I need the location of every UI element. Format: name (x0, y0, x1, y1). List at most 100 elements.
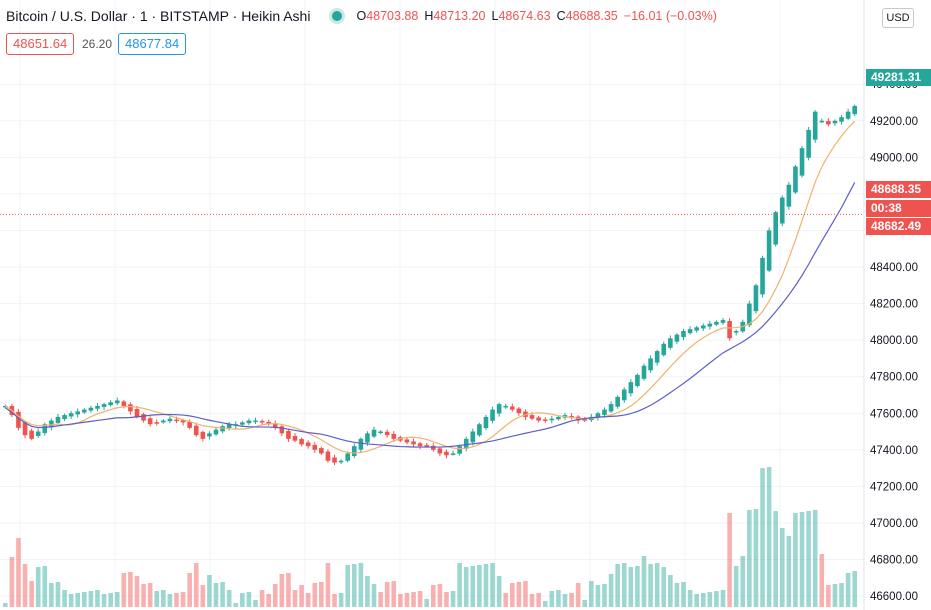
volume-bar (88, 591, 94, 607)
candle-body (378, 431, 383, 434)
candle-body (687, 329, 693, 334)
candle-body (200, 431, 206, 439)
volume-bar (463, 567, 469, 607)
volume-bar (213, 583, 219, 607)
candle-body (595, 413, 601, 419)
volume-bar (549, 591, 555, 607)
candle-body (213, 429, 219, 435)
candle-body (832, 120, 838, 124)
volume-bar (812, 510, 818, 607)
candle-body (529, 415, 535, 419)
volume-bar (207, 575, 212, 607)
volume-bar (411, 592, 416, 607)
close-value: 48688.35 (565, 9, 618, 23)
price-axis[interactable]: 46600.00 46800.00 47000.00 47200.00 47400.00… (870, 79, 918, 603)
volume-bar (582, 600, 588, 607)
price-tick-label: 48400.00 (870, 262, 918, 274)
volume-bar (49, 583, 54, 607)
volume-bar (42, 566, 48, 607)
candle-body (779, 197, 785, 224)
candle-body (226, 424, 232, 428)
candle-body (608, 404, 614, 412)
volume-bar (95, 590, 100, 607)
volume-bar (595, 585, 601, 607)
volume-bar (338, 593, 344, 607)
sell-price-button[interactable]: 48651.64 (6, 33, 75, 55)
candle-body (510, 406, 515, 410)
candle-body (668, 338, 673, 348)
candle-body (819, 120, 825, 123)
candle-body (753, 285, 759, 312)
price-tick-label: 47000.00 (870, 518, 918, 530)
volume-bar (345, 565, 350, 607)
volume-bar (180, 592, 186, 607)
volume-bar (621, 563, 627, 607)
volume-bar (793, 513, 798, 607)
market-status-icon (332, 11, 343, 21)
candle-body (582, 419, 588, 421)
buy-price-button[interactable]: 48677.84 (118, 33, 187, 55)
volume-bar (134, 576, 140, 607)
volume-bar (200, 585, 206, 607)
candle-body (549, 418, 555, 421)
candle-body (108, 402, 113, 406)
volume-bar (365, 576, 370, 607)
candle-body (681, 331, 686, 338)
volume-bar (29, 581, 34, 607)
volume-bar (747, 510, 752, 607)
symbol-title[interactable]: Bitcoin / U.S. Dollar · 1 · BITSTAMP · H… (6, 8, 311, 24)
volume-bar (220, 582, 225, 607)
candle-body (193, 425, 199, 436)
volume-bar (654, 563, 660, 607)
volume-bar (266, 594, 271, 607)
candle-body (365, 433, 370, 443)
candle-body (648, 358, 653, 371)
volume-bar (417, 591, 423, 607)
candle-body (121, 401, 127, 406)
volume-bar (371, 584, 377, 607)
volume-bar (82, 592, 87, 607)
candle-body (180, 420, 186, 423)
volume-bar (279, 574, 285, 607)
candle-body (338, 460, 344, 463)
price-tick-label: 47400.00 (870, 445, 918, 457)
volume-bar (602, 584, 607, 607)
volume-bar (589, 581, 594, 607)
low-label: L (491, 9, 499, 23)
low-value: 48674.63 (498, 9, 551, 23)
candle-body (351, 446, 357, 457)
volume-bar (523, 581, 528, 607)
price-tick-label: 47600.00 (870, 408, 918, 420)
volume-bar (240, 593, 245, 607)
volume-bar (490, 563, 495, 607)
volume-bar (700, 593, 706, 607)
volume-bar (233, 603, 239, 607)
candle-body (661, 343, 667, 356)
candle-body (733, 331, 739, 333)
volume-bar (496, 576, 502, 607)
candle-body (187, 421, 192, 428)
volume-bar (141, 584, 146, 607)
candle-body (88, 407, 94, 411)
candle-body (128, 404, 133, 412)
price-tick-label: 49000.00 (870, 152, 918, 164)
candle-body (2, 405, 8, 408)
volume-bar (75, 593, 81, 607)
candle-body (470, 431, 476, 443)
price-tick-label: 47800.00 (870, 372, 918, 384)
volume-bar (569, 593, 574, 607)
candle-body (75, 411, 81, 415)
candle-body (279, 426, 285, 434)
currency-button[interactable]: USD (882, 8, 914, 28)
candle-body (542, 419, 548, 421)
volume-bar (299, 585, 304, 607)
candle-body (95, 405, 100, 409)
candle-body (345, 453, 350, 461)
volume-bar (193, 563, 199, 607)
volume-bar (575, 583, 581, 607)
candle-body (286, 430, 291, 439)
open-label: O (356, 9, 367, 23)
candle-body (240, 422, 245, 425)
volume-bar (773, 511, 778, 607)
